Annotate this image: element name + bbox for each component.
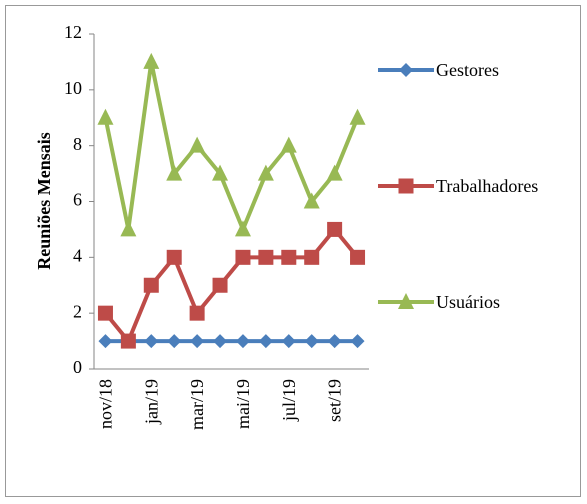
data-point <box>97 305 113 321</box>
data-point <box>235 334 250 349</box>
data-point <box>143 52 160 69</box>
data-point <box>166 249 182 265</box>
data-point <box>97 108 114 125</box>
x-tick-label: nov/18 <box>95 379 115 429</box>
data-point <box>189 136 206 153</box>
data-point <box>212 164 229 181</box>
data-point <box>212 277 228 293</box>
data-point <box>234 220 251 237</box>
x-tick-label: set/19 <box>325 379 345 422</box>
y-axis-label: Reuniões Mensais <box>34 132 54 270</box>
legend-marker <box>399 63 413 77</box>
y-tick-label: 2 <box>73 301 82 321</box>
data-point <box>280 136 297 153</box>
x-tick-label: jul/19 <box>279 379 299 422</box>
data-point <box>166 164 183 181</box>
y-tick-label: 8 <box>73 134 82 154</box>
data-point <box>327 221 343 237</box>
legend-entry: Trabalhadores <box>436 176 539 196</box>
data-point <box>258 334 273 349</box>
y-tick-label: 6 <box>73 190 82 210</box>
legend-label: Trabalhadores <box>436 176 539 196</box>
data-point <box>189 305 205 321</box>
data-point <box>304 249 320 265</box>
data-point <box>349 108 366 125</box>
data-point <box>143 277 159 293</box>
data-point <box>281 334 296 349</box>
x-tick-label: mai/19 <box>233 379 253 429</box>
data-point <box>304 334 319 349</box>
y-tick-label: 10 <box>64 78 82 98</box>
data-point <box>350 334 365 349</box>
data-point <box>303 192 320 209</box>
data-point <box>213 334 228 349</box>
data-point <box>190 334 205 349</box>
y-tick-label: 12 <box>64 22 82 42</box>
x-tick-label: jan/19 <box>141 379 161 425</box>
legend-entry: Gestores <box>436 60 499 80</box>
data-point <box>281 249 297 265</box>
data-point <box>144 334 159 349</box>
y-tick-label: 0 <box>73 357 82 377</box>
data-point <box>327 334 342 349</box>
data-point <box>120 220 137 237</box>
series-line <box>103 59 360 232</box>
data-point <box>326 164 343 181</box>
legend-marker <box>398 178 414 194</box>
data-point <box>98 334 113 349</box>
legend-entry: Usuários <box>436 292 500 312</box>
data-point <box>120 333 136 349</box>
legend-marker <box>398 293 414 309</box>
data-point <box>235 249 251 265</box>
data-point <box>258 249 274 265</box>
legend-label: Usuários <box>436 292 500 312</box>
data-point <box>350 249 366 265</box>
data-point <box>257 164 274 181</box>
y-tick-label: 4 <box>73 245 82 265</box>
legend-label: Gestores <box>436 60 499 80</box>
data-point <box>167 334 182 349</box>
x-tick-label: mar/19 <box>187 379 207 430</box>
